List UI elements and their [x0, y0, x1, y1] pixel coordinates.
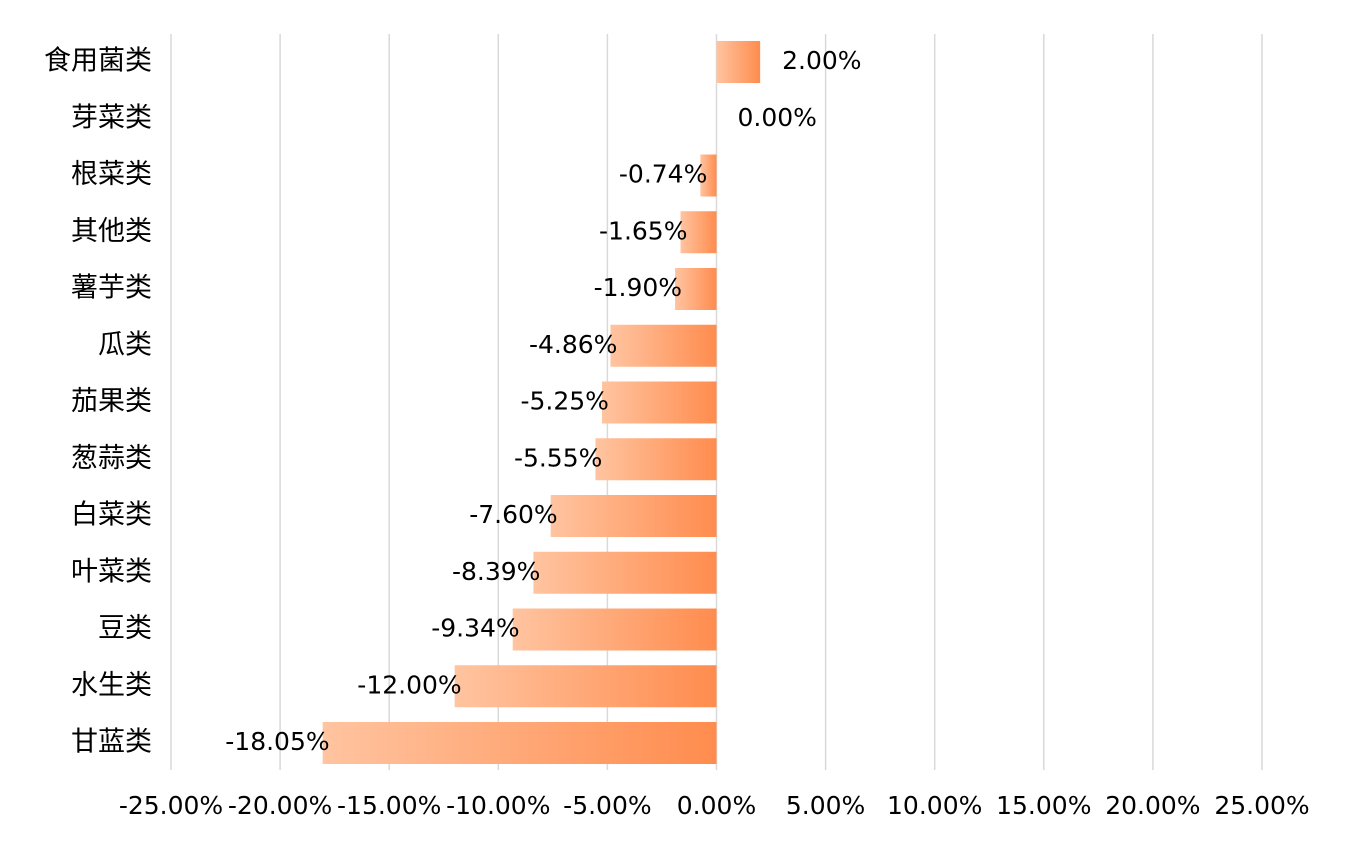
bar [700, 154, 717, 197]
category-label: 芽菜类 [71, 102, 152, 133]
data-label: -1.65% [599, 216, 687, 245]
category-label: 茄果类 [71, 386, 152, 417]
data-label: -5.25% [520, 387, 608, 416]
bar [716, 41, 761, 83]
category-label: 食用菌类 [44, 46, 152, 77]
category-label: 甘蓝类 [71, 727, 152, 758]
data-label: -0.74% [619, 160, 707, 189]
x-tick-label: -15.00% [337, 791, 441, 820]
data-label: -18.05% [225, 727, 329, 756]
x-tick-label: 15.00% [996, 791, 1091, 820]
x-tick-label: 5.00% [786, 791, 865, 820]
x-tick-label: 20.00% [1105, 791, 1200, 820]
bar [550, 495, 717, 537]
bar [610, 324, 717, 367]
x-tick-label: 10.00% [887, 791, 982, 820]
bar [533, 551, 717, 594]
bar [322, 722, 717, 764]
bar [675, 268, 717, 310]
data-label: -5.55% [514, 443, 602, 472]
x-tick-label: -10.00% [446, 791, 550, 820]
category-label: 根菜类 [71, 159, 152, 190]
bars [322, 41, 761, 764]
x-tick-label: 0.00% [677, 791, 756, 820]
data-label: 2.00% [782, 46, 861, 75]
bar [601, 381, 717, 424]
data-label: -8.39% [452, 557, 540, 586]
bar [680, 211, 717, 254]
data-label: 0.00% [738, 103, 817, 132]
data-labels: 2.00% 0.00% -0.74% -1.65% -1.90% -4.86% -5.25%… [225, 46, 861, 756]
bar [512, 608, 717, 651]
data-label: -9.34% [431, 614, 519, 643]
x-tick-label: -20.00% [228, 791, 332, 820]
bar [454, 665, 717, 708]
data-label: -12.00% [357, 670, 461, 699]
bar [595, 438, 717, 481]
category-label: 水生类 [71, 670, 152, 701]
category-label: 白菜类 [71, 500, 152, 531]
data-label: -1.90% [594, 273, 682, 302]
x-tick-label: -5.00% [563, 791, 651, 820]
category-label: 其他类 [71, 216, 152, 247]
category-label: 叶菜类 [71, 556, 152, 587]
category-label: 薯芋类 [71, 273, 152, 304]
category-label: 豆类 [98, 613, 152, 644]
x-tick-labels: -25.00% -20.00% -15.00% -10.00% -5.00% 0.00% 5… [119, 791, 1310, 820]
x-tick-label: -25.00% [119, 791, 223, 820]
category-label: 瓜类 [98, 329, 152, 360]
category-label: 葱蒜类 [71, 443, 152, 474]
data-label: -4.86% [529, 330, 617, 359]
x-tick-label: 25.00% [1214, 791, 1309, 820]
data-label: -7.60% [469, 500, 557, 529]
